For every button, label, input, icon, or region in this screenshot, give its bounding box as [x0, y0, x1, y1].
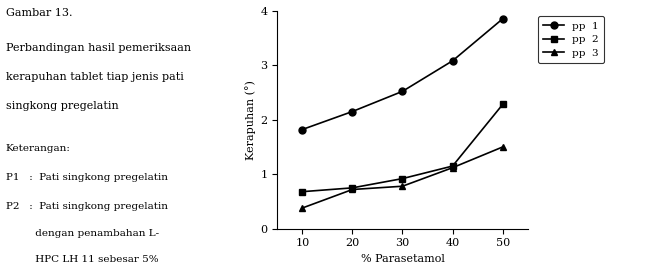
Text: Keterangan:: Keterangan:	[5, 144, 71, 153]
pp  3	[449, 166, 457, 169]
Text: Perbandingan hasil pemeriksaan: Perbandingan hasil pemeriksaan	[5, 43, 191, 53]
Line: pp  3: pp 3	[299, 143, 506, 211]
Y-axis label: Kerapuhan (°): Kerapuhan (°)	[245, 80, 257, 160]
Text: HPC LH 11 sebesar 5%: HPC LH 11 sebesar 5%	[5, 255, 158, 264]
Text: P1   :  Pati singkong pregelatin: P1 : Pati singkong pregelatin	[5, 173, 168, 182]
pp  1	[499, 17, 507, 20]
Text: Gambar 13.: Gambar 13.	[5, 8, 72, 18]
pp  2	[298, 190, 306, 193]
pp  1	[449, 59, 457, 63]
pp  3	[499, 145, 507, 148]
Text: dengan penambahan L-: dengan penambahan L-	[5, 229, 159, 238]
pp  1	[298, 128, 306, 131]
Legend: pp  1, pp  2, pp  3: pp 1, pp 2, pp 3	[538, 16, 604, 63]
Line: pp  2: pp 2	[299, 101, 506, 195]
pp  2	[398, 177, 406, 180]
pp  1	[398, 90, 406, 93]
pp  3	[298, 206, 306, 210]
pp  1	[349, 110, 357, 113]
Text: singkong pregelatin: singkong pregelatin	[5, 101, 118, 111]
Text: kerapuhan tablet tiap jenis pati: kerapuhan tablet tiap jenis pati	[5, 72, 184, 82]
pp  3	[349, 188, 357, 191]
pp  2	[499, 103, 507, 106]
pp  2	[349, 186, 357, 189]
pp  3	[398, 185, 406, 188]
pp  2	[449, 164, 457, 168]
Text: P2   :  Pati singkong pregelatin: P2 : Pati singkong pregelatin	[5, 202, 168, 211]
X-axis label: % Parasetamol: % Parasetamol	[361, 254, 444, 264]
Line: pp  1: pp 1	[299, 15, 506, 133]
